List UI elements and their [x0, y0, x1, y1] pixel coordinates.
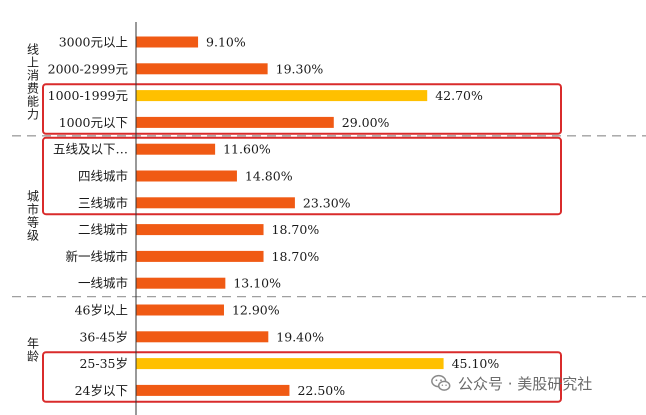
value-label-12: 19.40%: [276, 329, 324, 344]
category-label-4: 1000元以下: [59, 115, 128, 130]
watermark: 公众号 · 美股研究社: [430, 372, 592, 394]
value-label-1: 9.10%: [206, 35, 246, 50]
wechat-icon: [431, 374, 451, 391]
bar-8: [136, 224, 264, 236]
category-label-8: 二线城市: [78, 222, 128, 237]
value-label-6: 14.80%: [245, 169, 293, 184]
group-label-2: 城市等级: [27, 190, 39, 243]
category-label-14: 24岁以下: [75, 383, 128, 398]
highlight-box-3: [42, 351, 562, 403]
category-label-10: 一线城市: [78, 276, 128, 291]
bar-4: [136, 116, 334, 128]
bar-6: [136, 170, 237, 182]
bar-9: [136, 250, 264, 262]
bar-12: [136, 331, 269, 343]
category-label-7: 三线城市: [78, 195, 128, 210]
highlight-box-2: [42, 136, 562, 216]
bar-13: [136, 358, 444, 370]
category-label-5: 五线及以下…: [53, 142, 128, 157]
value-label-5: 11.60%: [223, 142, 271, 157]
bar-5: [136, 143, 216, 155]
value-label-10: 13.10%: [233, 276, 281, 291]
value-label-3: 42.70%: [435, 88, 483, 103]
value-label-9: 18.70%: [272, 249, 320, 264]
bar-1: [136, 36, 199, 48]
category-label-9: 新一线城市: [65, 249, 128, 264]
bar-2: [136, 63, 268, 75]
category-label-1: 3000元以上: [59, 35, 128, 50]
category-label-3: 1000-1999元: [48, 88, 128, 103]
value-label-2: 19.30%: [276, 61, 324, 76]
category-label-12: 36-45岁: [79, 329, 128, 344]
highlight-box-1: [42, 83, 562, 135]
watermark-text: 公众号 · 美股研究社: [458, 374, 593, 393]
category-label-2: 2000-2999元: [48, 61, 128, 76]
category-label-13: 25-35岁: [79, 356, 128, 371]
bar-11: [136, 304, 224, 316]
group-label-1: 线上消费能力: [27, 43, 39, 122]
bar-10: [136, 277, 226, 289]
value-label-7: 23.30%: [303, 195, 351, 210]
value-label-11: 12.90%: [232, 303, 280, 318]
bar-7: [136, 197, 295, 209]
value-label-14: 22.50%: [297, 383, 345, 398]
value-label-4: 29.00%: [342, 115, 390, 130]
category-label-6: 四线城市: [78, 169, 128, 184]
value-label-8: 18.70%: [272, 222, 320, 237]
category-labels: 3000元以上 2000-2999元 1000-1999元 1000元以下五线及以下……: [48, 35, 128, 398]
group-label-3: 年龄: [27, 337, 39, 364]
group-separators: [12, 135, 646, 298]
value-label-13: 45.10%: [452, 356, 500, 371]
highlight-boxes: [42, 83, 562, 403]
bars: [136, 36, 444, 396]
bar-3: [136, 90, 428, 102]
category-label-11: 46岁以上: [75, 303, 128, 318]
bar-14: [136, 384, 290, 396]
value-labels: 9.10% 19.30% 42.70% 29.00% 11.60% 14.80% 23.30…: [206, 35, 499, 398]
